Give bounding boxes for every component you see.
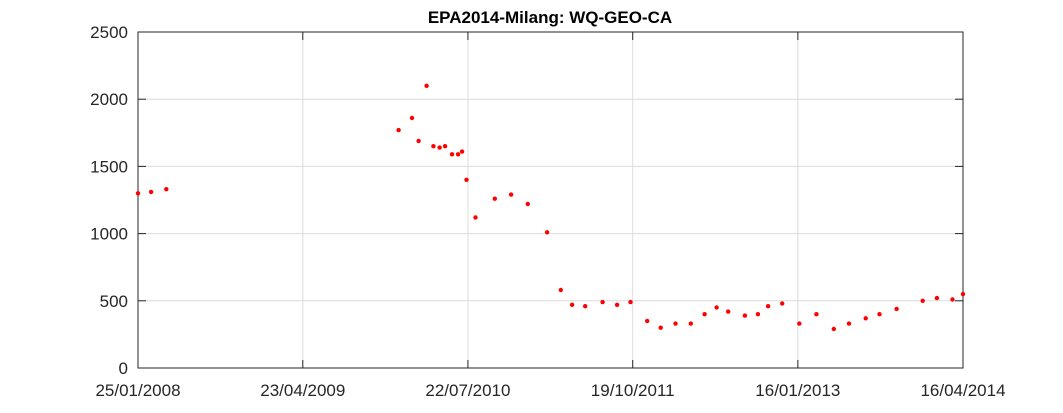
data-point [934,295,940,301]
data-point [135,191,141,196]
data-point [765,304,771,309]
data-point [455,152,461,157]
data-point [148,189,154,195]
y-axis: 0 500 1000 1500 2000 2500 [90,23,963,378]
x-tick-label: 23/04/2009 [260,381,345,400]
data-point [416,138,421,144]
data-point [846,321,852,326]
data-point [459,149,465,154]
data-point [431,144,436,149]
y-tick-label: 0 [119,359,128,378]
data-point [797,321,802,326]
data-point [950,297,955,302]
data-point [544,230,550,235]
data-point [396,127,401,133]
data-point [726,309,731,314]
data-point [614,302,620,307]
data-point [814,312,819,317]
data-point [449,152,455,157]
data-point [702,312,707,317]
plot-area-frame [137,31,964,369]
data-point [164,187,169,192]
data-point [877,312,882,317]
data-point [894,306,899,312]
y-tick-label: 2000 [90,90,128,109]
data-point [863,316,868,321]
x-axis: 25/01/2008 23/04/2009 22/07/2010 19/10/2011… [95,32,1006,400]
data-point [831,326,836,332]
data-points [135,83,966,332]
data-point [442,144,448,149]
data-point [780,301,785,306]
data-point [437,145,442,150]
data-point [673,321,678,326]
x-tick-label: 22/07/2010 [425,381,510,400]
data-point [424,83,429,89]
data-point [742,313,748,318]
data-point [558,287,563,293]
data-point [920,298,925,303]
data-point [508,192,514,197]
chart-title: EPA2014-Milang: WQ-GEO-CA [428,8,672,27]
data-point [569,302,575,307]
x-tick-label: 19/10/2011 [591,381,675,400]
data-point [492,196,497,201]
data-point [464,177,469,182]
data-point [628,299,633,305]
y-tick-label: 2500 [90,23,128,42]
grid-lines [138,32,963,368]
x-tick-label: 16/04/2014 [920,381,1005,400]
data-point [409,115,415,121]
data-point [600,299,605,305]
y-tick-label: 500 [100,292,128,311]
data-point [525,201,530,207]
data-point [658,325,663,330]
y-tick-label: 1000 [90,225,128,244]
x-tick-label: 16/01/2013 [755,381,840,400]
data-point [755,312,761,317]
data-point [688,321,693,326]
data-point [645,318,650,324]
data-point [714,305,719,310]
x-tick-label: 25/01/2008 [95,381,180,400]
data-point [473,215,478,220]
data-point [960,291,966,297]
data-point [583,304,588,309]
y-tick-label: 1500 [90,157,128,176]
